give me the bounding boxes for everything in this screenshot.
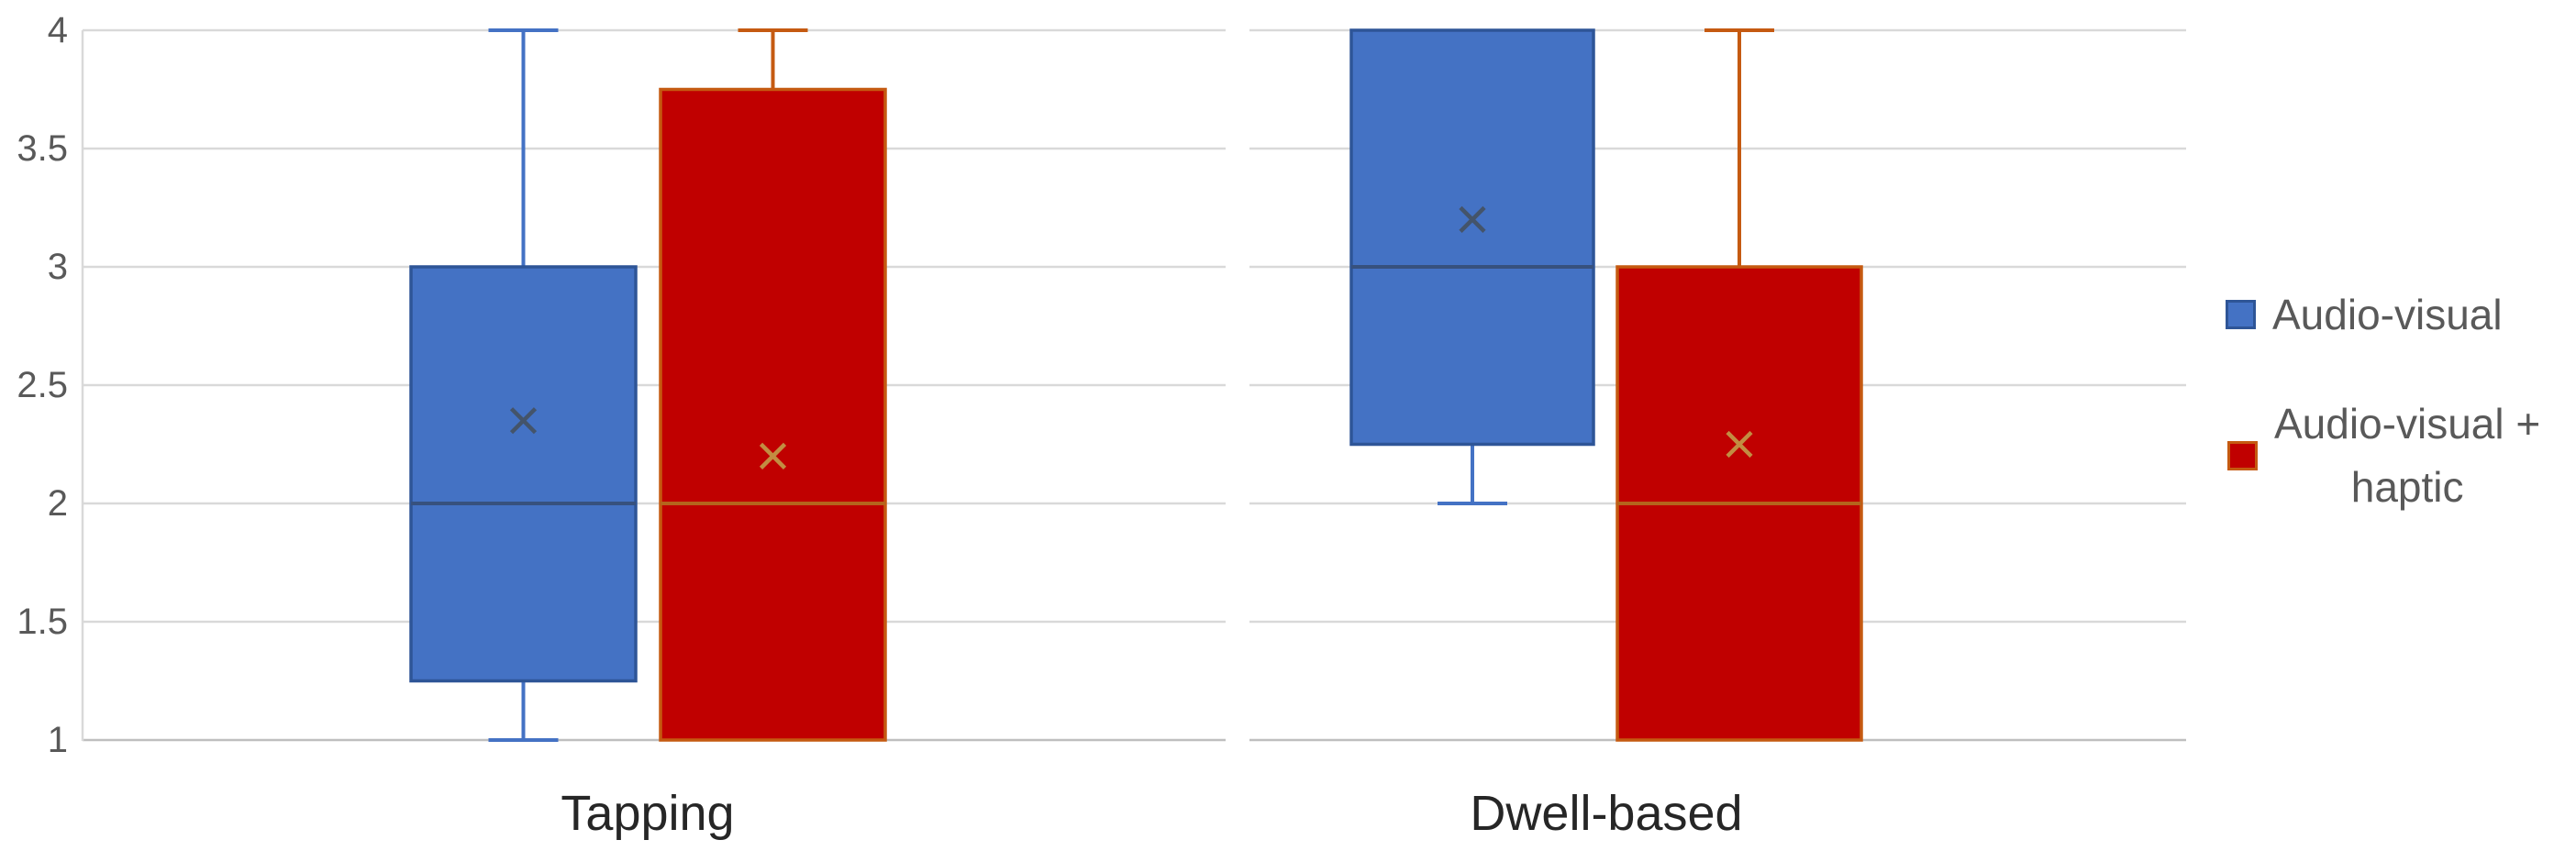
legend-label-line-2: haptic xyxy=(2350,463,2464,511)
gridlines xyxy=(81,28,2186,742)
box-series xyxy=(409,28,1863,742)
legend-label-line-1: Audio-visual + xyxy=(2274,400,2541,448)
legend-label-audio-visual-haptic: Audio-visual + haptic xyxy=(2274,392,2540,519)
box-dwell-based-audio-visual[interactable] xyxy=(1349,28,1595,447)
y-tick-label-4: 4 xyxy=(48,10,68,50)
mean-marker-tapping-audio-visual-haptic xyxy=(759,442,787,470)
y-tick-label-3: 3 xyxy=(48,247,68,287)
legend-item-audio-visual[interactable]: Audio-visual xyxy=(2226,292,2503,338)
legend-label-audio-visual: Audio-visual xyxy=(2272,291,2503,338)
legend-swatch-audio-visual-haptic xyxy=(2227,441,2258,470)
legend-swatch-audio-visual xyxy=(2226,300,2256,330)
box-tapping-audio-visual-haptic[interactable] xyxy=(659,87,887,742)
y-tick-label-1.5: 1.5 xyxy=(17,602,68,642)
y-axis-labels: 4 3.5 3 2.5 2 1.5 1 xyxy=(17,10,68,760)
mean-marker-dwell-based-audio-visual xyxy=(1459,205,1486,233)
y-tick-label-1: 1 xyxy=(48,720,68,760)
y-tick-label-2: 2 xyxy=(48,483,68,524)
legend-item-audio-visual-haptic[interactable]: Audio-visual + haptic xyxy=(2227,392,2540,519)
y-tick-label-3.5: 3.5 xyxy=(17,128,68,169)
y-tick-label-2.5: 2.5 xyxy=(17,365,68,405)
category-labels: Tapping Dwell-based xyxy=(561,786,1742,841)
mean-marker-tapping-audio-visual xyxy=(509,407,538,435)
category-label-dwell-based: Dwell-based xyxy=(1470,786,1742,841)
box-tapping-audio-visual[interactable] xyxy=(409,265,638,683)
category-label-tapping: Tapping xyxy=(561,786,734,841)
mean-marker-dwell-based-audio-visual-haptic xyxy=(1726,430,1753,459)
